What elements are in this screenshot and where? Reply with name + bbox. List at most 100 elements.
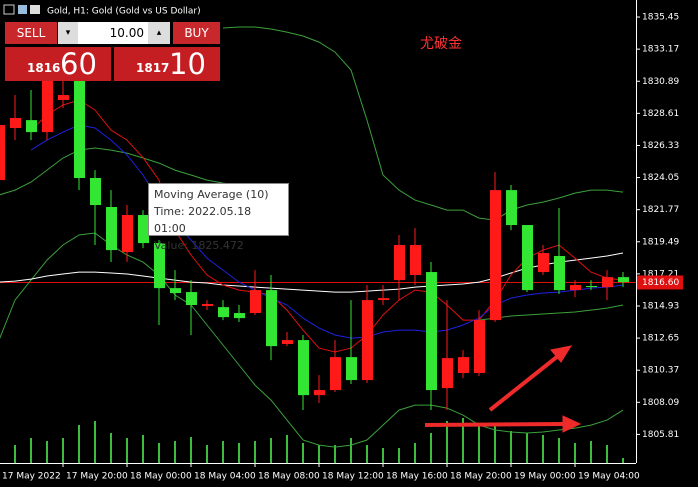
- volume-bar: [526, 433, 528, 463]
- volume-bar: [62, 438, 64, 463]
- candle-body: [538, 253, 549, 273]
- x-tick-label: 18 May 12:00: [322, 472, 384, 482]
- bid-small: 1816: [27, 61, 61, 75]
- sell-button[interactable]: SELL: [5, 22, 57, 44]
- candle-body: [426, 272, 437, 391]
- candle-body: [586, 285, 597, 288]
- candle-body: [26, 120, 37, 133]
- volume-bar: [94, 421, 96, 463]
- candle-body: [90, 177, 101, 206]
- lot-increase[interactable]: ▴: [148, 22, 170, 44]
- candle-body: [410, 245, 421, 276]
- candle-body: [266, 290, 277, 347]
- candle-body: [314, 390, 325, 396]
- x-tick-label: 19 May 04:00: [578, 472, 640, 482]
- candle-body: [362, 300, 373, 381]
- candle-body: [490, 190, 501, 321]
- volume-bar: [478, 423, 480, 463]
- tooltip: Moving Average (10) Time: 2022.05.18 01:…: [148, 183, 289, 252]
- x-tick-label: 18 May 00:00: [130, 472, 192, 482]
- bid-big: 60: [60, 47, 97, 81]
- candle-body: [234, 313, 245, 319]
- lot-decrease[interactable]: ▾: [58, 22, 78, 44]
- indicator-line: [0, 252, 624, 293]
- x-tick-label: 18 May 16:00: [386, 472, 448, 482]
- volume-bar: [142, 435, 144, 463]
- volume-bar: [446, 421, 448, 463]
- y-tick-label: 1817.21: [642, 269, 679, 279]
- plot-area: [0, 26, 636, 463]
- candle-body: [602, 277, 613, 288]
- x-tick-label: 19 May 00:00: [514, 472, 576, 482]
- candle-body: [378, 298, 389, 301]
- tooltip-line: Time: 2022.05.18 01:00: [154, 205, 252, 235]
- y-tick-label: 1819.49: [642, 237, 679, 247]
- candle-body: [186, 292, 197, 306]
- volume-bar: [238, 443, 240, 463]
- x-tick-label: 18 May 08:00: [258, 472, 320, 482]
- x-tick-label: 18 May 20:00: [450, 472, 512, 482]
- volume-bar: [158, 443, 160, 463]
- candle-body: [58, 95, 69, 100]
- volume-bar: [622, 458, 624, 463]
- candle-body: [298, 340, 309, 396]
- volume-bar: [254, 441, 256, 463]
- window-icons: [3, 4, 40, 15]
- candle-body: [330, 357, 341, 391]
- volume-bar: [78, 425, 80, 463]
- annotation: 尤破金: [420, 36, 462, 52]
- volume-bar: [126, 438, 128, 463]
- candle-body: [218, 307, 229, 318]
- volume-bar: [414, 443, 416, 463]
- ask-small: 1817: [136, 61, 170, 75]
- candle-body: [346, 357, 357, 381]
- volume-bar: [190, 437, 192, 463]
- x-tick-label: 18 May 04:00: [194, 472, 256, 482]
- volume-bar: [606, 445, 608, 463]
- arrows: [424, 345, 582, 433]
- candle-body: [394, 245, 405, 281]
- volume-bar: [302, 443, 304, 463]
- y-tick-label: 1812.65: [642, 334, 679, 344]
- y-tick-label: 1808.09: [642, 398, 679, 408]
- current-price-box: [637, 275, 683, 290]
- volume-bar: [30, 438, 32, 463]
- volume-bar: [14, 445, 16, 463]
- candle-body: [0, 125, 5, 181]
- y-tick-label: 1821.77: [642, 205, 679, 215]
- volume-bar: [286, 435, 288, 463]
- volume-bar: [558, 438, 560, 463]
- y-tick-label: 1830.89: [642, 77, 679, 87]
- candle-body: [458, 357, 469, 374]
- candle-body: [442, 358, 453, 389]
- volume-bar: [110, 433, 112, 463]
- buy-button[interactable]: BUY: [173, 22, 220, 44]
- candle-body: [74, 79, 85, 178]
- candle-body: [282, 340, 293, 345]
- candle-body: [522, 225, 533, 291]
- indicator-line: [0, 232, 624, 448]
- candle-body: [250, 290, 261, 314]
- candle-body: [506, 190, 517, 226]
- volume-bar: [382, 448, 384, 463]
- tooltip-line: Moving Average (10): [154, 188, 269, 201]
- candle-body: [106, 206, 117, 251]
- window-title: Gold, H1: Gold (Gold vs US Dollar): [47, 7, 201, 17]
- bid-box[interactable]: 1816 60: [5, 47, 111, 81]
- volume-bar: [46, 441, 48, 463]
- x-tick-label: 17 May 2022: [2, 472, 61, 482]
- lot-input[interactable]: 10.00: [78, 22, 148, 44]
- indicator-line: [222, 26, 624, 221]
- tooltip-line: Value: 1825.472: [154, 239, 244, 252]
- candle-body: [170, 288, 181, 294]
- indicator-line: [30, 124, 624, 339]
- y-tick-label: 1826.33: [642, 141, 679, 151]
- candle-body: [618, 277, 629, 283]
- volume-bar: [222, 441, 224, 463]
- volume-bar: [366, 445, 368, 463]
- ask-box[interactable]: 1817 10: [114, 47, 220, 81]
- volume-bar: [350, 438, 352, 463]
- candle-body: [42, 79, 53, 133]
